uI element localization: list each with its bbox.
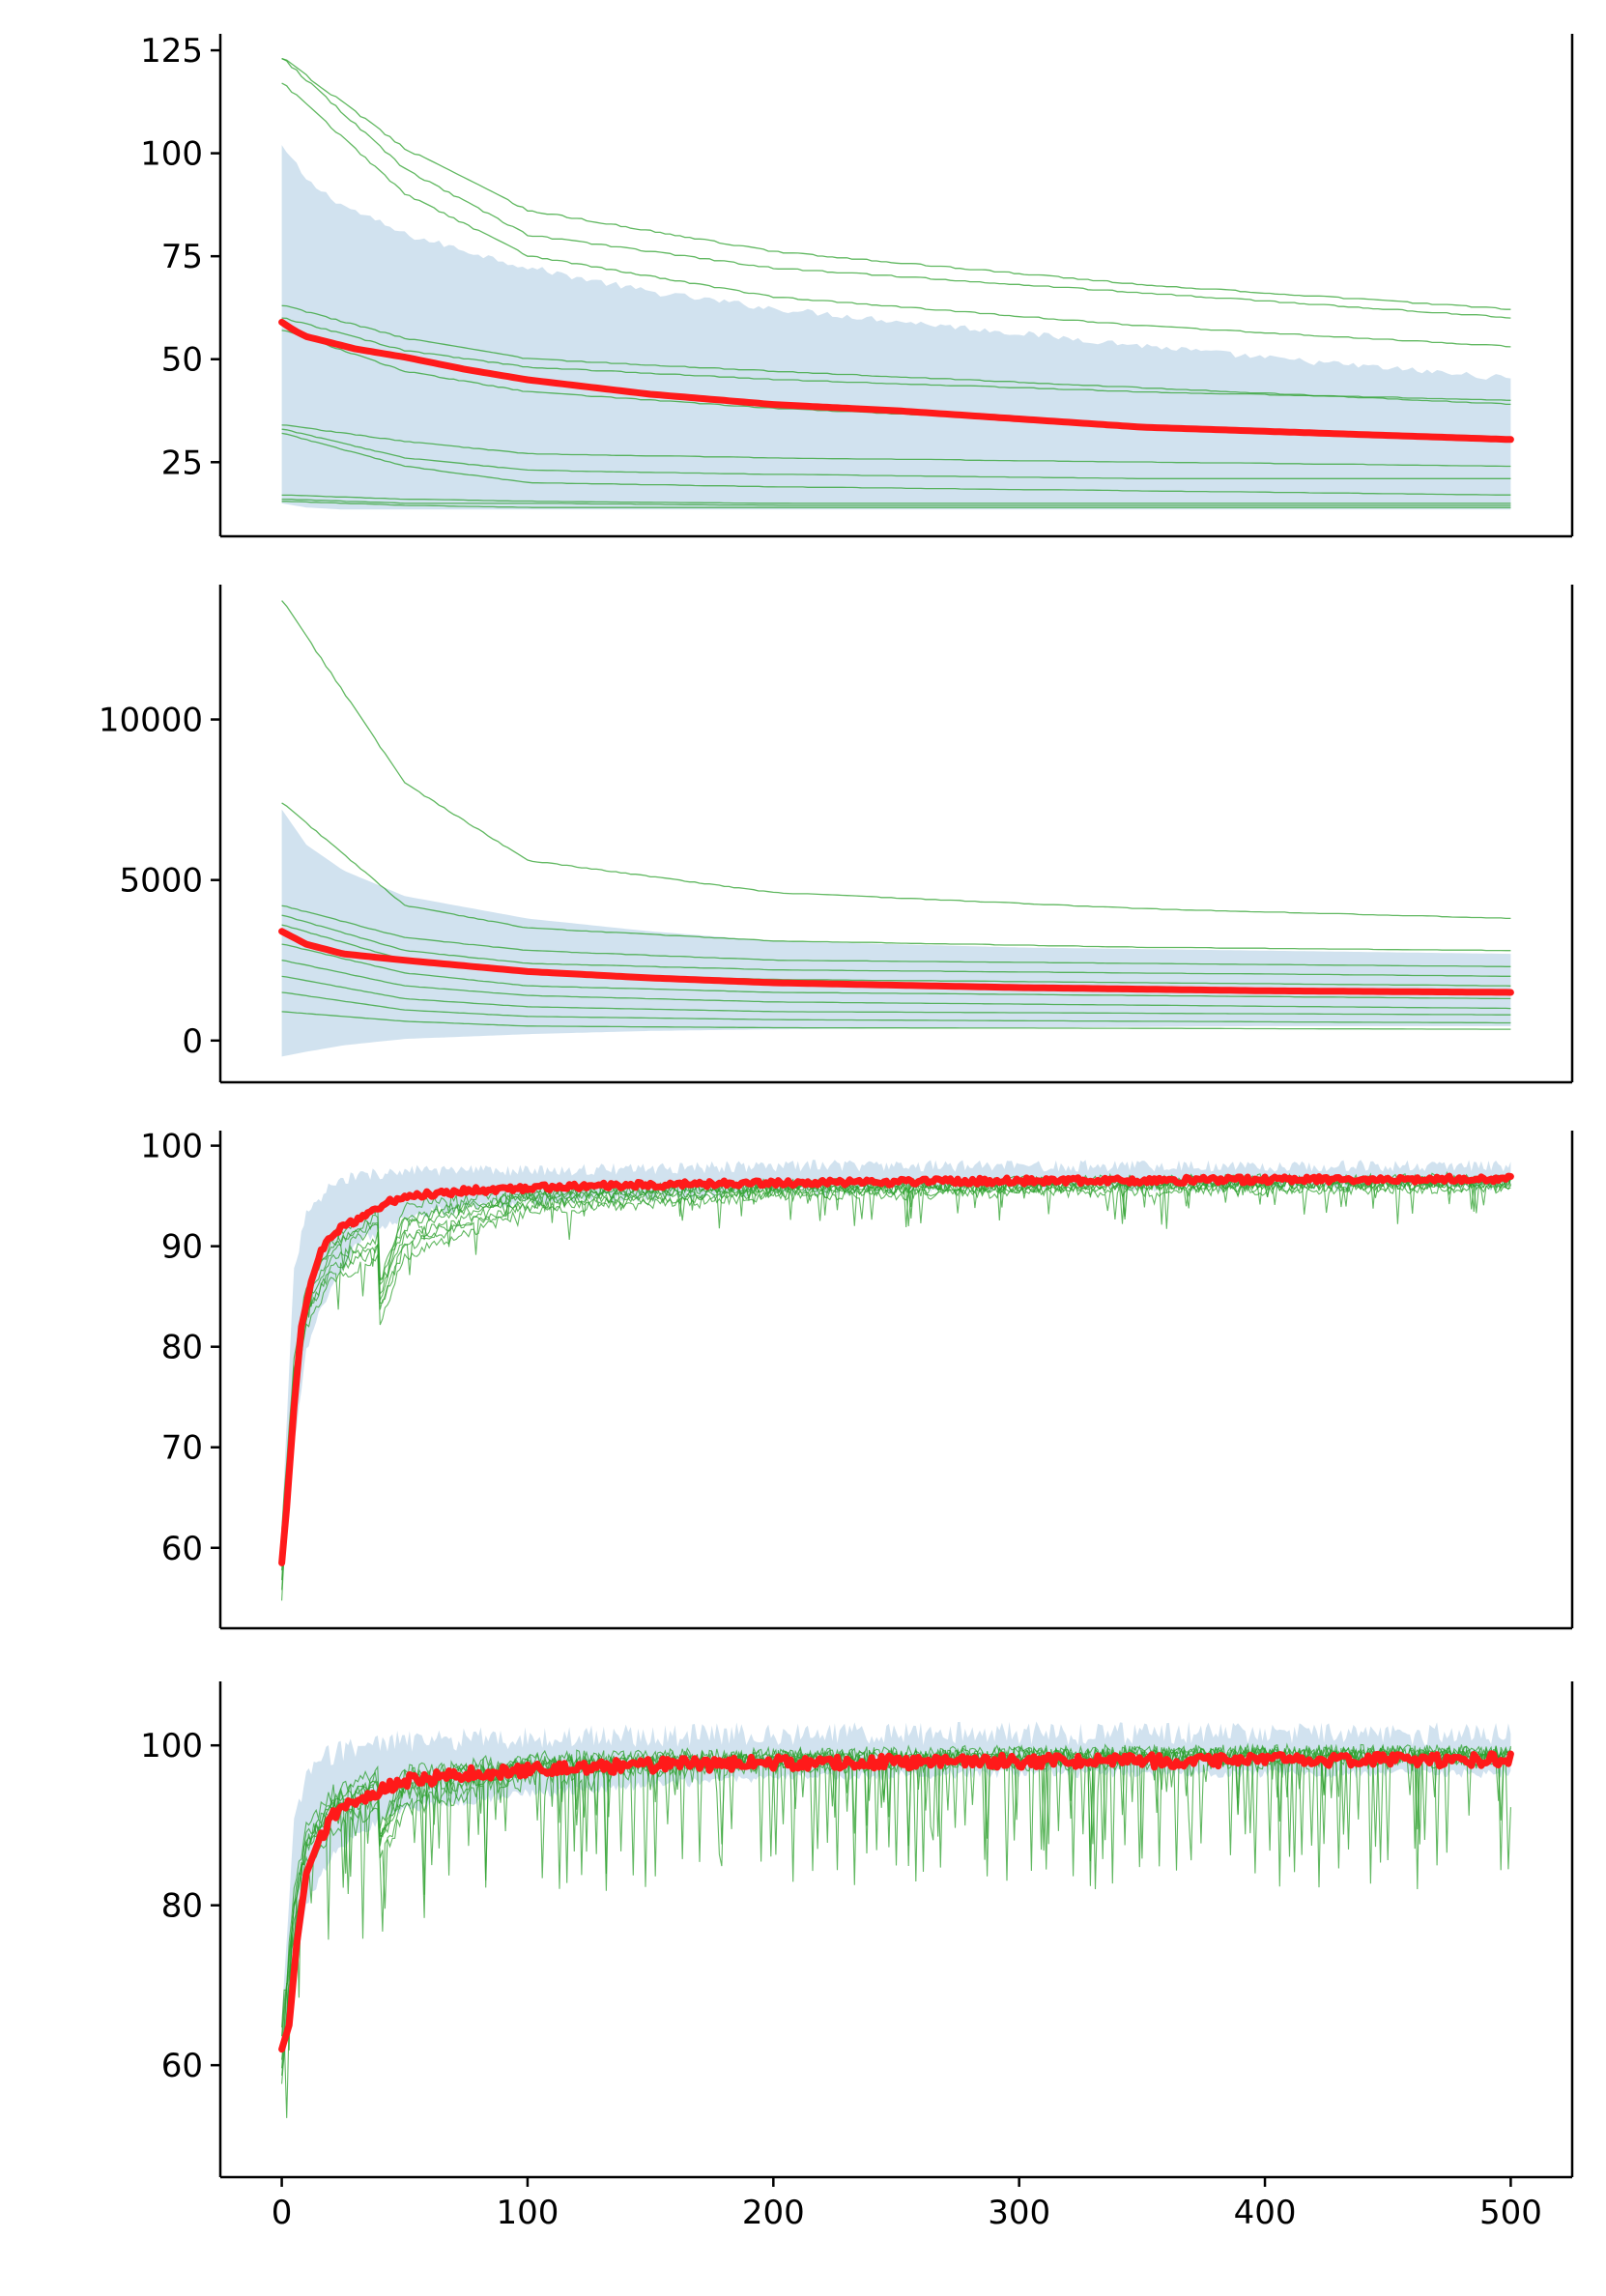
run-line-8	[281, 1743, 1511, 2028]
y-tick-label: 125	[140, 32, 203, 71]
std-band	[281, 1160, 1511, 1589]
run-line-1	[281, 1173, 1511, 1601]
std-band	[281, 809, 1511, 1057]
y-tick-label: 100	[140, 135, 203, 174]
run-line-8	[281, 1174, 1511, 1591]
run-line-4	[281, 914, 1511, 977]
y-tick-label: 60	[161, 2047, 203, 2085]
run-line-2	[281, 57, 1511, 310]
run-line-9	[281, 432, 1511, 496]
x-tick-label: 100	[497, 2194, 559, 2232]
run-line-6	[281, 943, 1511, 1000]
y-tick-label: 5000	[119, 862, 203, 901]
subplot-3: 60 70 80 90 100	[140, 1128, 1574, 1630]
run-line-12	[281, 501, 1511, 508]
y-tick-label: 0	[182, 1022, 203, 1061]
y-tick-label: 80	[161, 1329, 203, 1367]
plot-area	[278, 1160, 1514, 1601]
mean-line	[278, 1750, 1514, 2053]
x-tick-label: 200	[742, 2194, 805, 2232]
run-line-8	[281, 428, 1511, 479]
run-line-10	[281, 1011, 1511, 1030]
y-tick-label: 100	[140, 1128, 203, 1166]
y-tick-label: 60	[161, 1530, 203, 1568]
run-line-5	[281, 1179, 1511, 1561]
x-tick-label: 500	[1479, 2194, 1542, 2232]
run-line-11	[281, 498, 1511, 506]
subplot-1: 25 50 75 100 125	[140, 32, 1574, 538]
run-line-5	[281, 317, 1511, 401]
x-tick-label: 300	[988, 2194, 1050, 2232]
run-line-2	[281, 802, 1511, 952]
run-line-8	[281, 975, 1511, 1016]
y-tick-label: 10000	[99, 702, 203, 740]
mean-line	[278, 318, 1514, 444]
x-tick-label: 0	[272, 2194, 293, 2232]
run-line-3	[281, 904, 1511, 967]
plot-area	[278, 1721, 1514, 2118]
mean-line	[278, 1172, 1514, 1566]
plot-area	[278, 600, 1514, 1057]
run-line-7	[281, 1170, 1511, 1531]
run-line-9	[281, 991, 1511, 1024]
run-line-7	[281, 960, 1511, 1010]
subplot-4: 60 80 100 0 100 200 300 400 500	[140, 1681, 1574, 2232]
y-tick-label: 25	[161, 444, 203, 482]
mean-line	[278, 928, 1514, 996]
y-tick-label: 75	[161, 238, 203, 276]
run-line-1	[281, 600, 1511, 920]
y-tick-label: 100	[140, 1727, 203, 1765]
run-line-1	[281, 58, 1511, 319]
y-tick-label: 50	[161, 341, 203, 380]
run-line-7	[281, 424, 1511, 468]
run-line-6	[281, 1181, 1511, 1581]
x-tick-label: 400	[1234, 2194, 1297, 2232]
subplot-2: 0 5000 10000	[99, 585, 1574, 1084]
std-band	[281, 145, 1511, 510]
run-line-10	[281, 494, 1511, 504]
run-line-2	[281, 1175, 1511, 1571]
y-tick-label: 80	[161, 1887, 203, 1926]
y-tick-label: 70	[161, 1429, 203, 1468]
plot-area	[278, 57, 1514, 510]
y-tick-label: 90	[161, 1228, 203, 1267]
run-line-3	[281, 82, 1511, 348]
